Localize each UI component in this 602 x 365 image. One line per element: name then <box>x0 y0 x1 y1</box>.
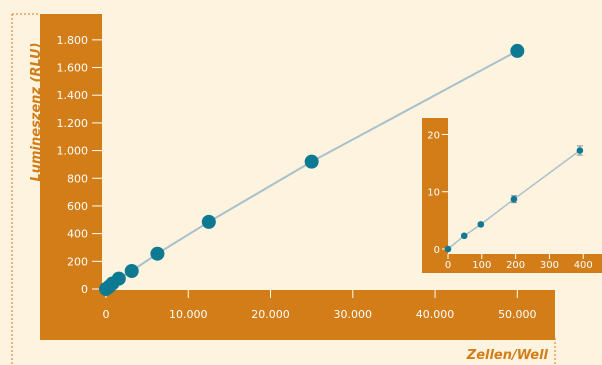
x-tick-label: 10.000 <box>169 308 208 321</box>
x-axis-label: Zellen/Well <box>466 348 549 363</box>
y-axis-band <box>40 14 102 340</box>
inset-y-tick-label: 0 <box>434 245 440 256</box>
x-tick-label: 40.000 <box>416 308 455 321</box>
y-tick-label: 200 <box>67 255 88 268</box>
inset-x-tick-label: 400 <box>574 260 593 271</box>
inset-data-point <box>444 245 452 253</box>
main-data-point <box>150 246 165 261</box>
x-axis-band <box>40 290 555 340</box>
y-tick-label: 1.200 <box>57 117 89 130</box>
main-data-point <box>510 43 525 58</box>
y-tick-label: 0 <box>81 283 88 296</box>
inset-data-point <box>477 221 485 228</box>
y-tick-label: 1.600 <box>57 62 89 75</box>
x-tick-label: 30.000 <box>334 308 373 321</box>
inset-x-tick-label: 300 <box>540 260 559 271</box>
inset-data-point <box>510 195 518 203</box>
inset-y-tick-label: 20 <box>427 130 440 141</box>
inset-x-tick-label: 100 <box>472 260 491 271</box>
x-tick-label: 20.000 <box>251 308 290 321</box>
x-tick-label: 0 <box>103 308 110 321</box>
main-data-point <box>111 271 126 286</box>
main-chart: Lumineszenz (RLU) Zellen/Well 0200400600… <box>29 34 549 363</box>
y-tick-label: 400 <box>67 228 88 241</box>
inset-data-point <box>460 232 468 240</box>
inset-x-tick-label: 0 <box>445 260 451 271</box>
y-tick-label: 1.800 <box>57 34 89 47</box>
y-tick-label: 1.000 <box>57 145 89 158</box>
y-axis-label: Lumineszenz (RLU) <box>29 42 44 181</box>
y-tick-label: 1.400 <box>57 89 89 102</box>
y-tick-label: 600 <box>67 200 88 213</box>
inset-y-tick-label: 10 <box>427 188 440 199</box>
main-data-point <box>124 264 139 279</box>
x-tick-label: 50.000 <box>498 308 537 321</box>
y-tick-label: 800 <box>67 172 88 185</box>
main-data-point <box>304 154 319 169</box>
main-data-point <box>201 214 216 229</box>
inset-data-point <box>576 147 584 154</box>
inset-plot-area <box>448 118 602 254</box>
inset-x-tick-label: 200 <box>506 260 525 271</box>
